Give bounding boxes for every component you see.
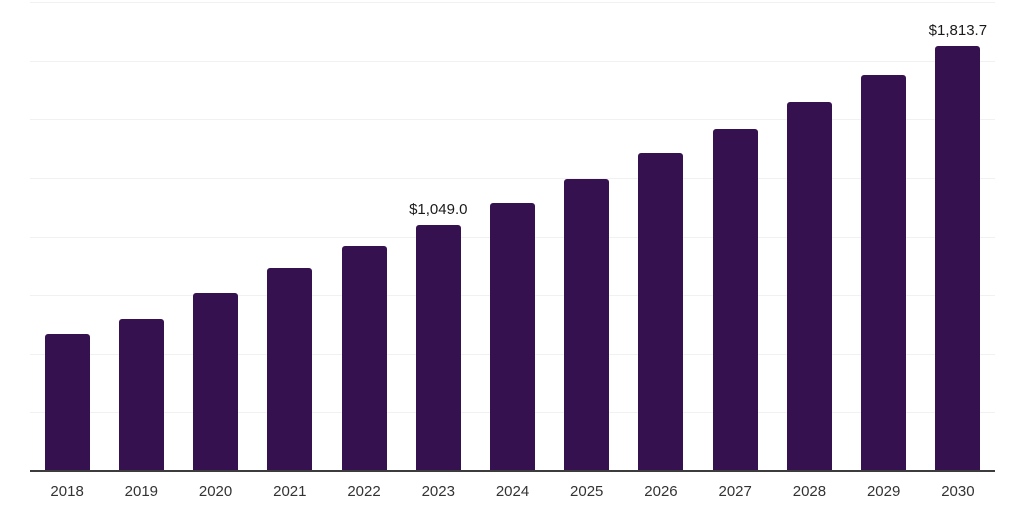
bar-2023 xyxy=(415,225,461,471)
x-tick-2030: 2030 xyxy=(941,483,975,500)
plot-area: $1,049.0 $1,813.7 xyxy=(30,2,995,472)
gridline-2000 xyxy=(30,2,995,3)
bar-2025 xyxy=(564,179,610,471)
bar-2029 xyxy=(861,75,907,471)
gridline-1750 xyxy=(30,60,995,62)
x-tick-2029: 2029 xyxy=(866,483,901,500)
x-tick-2026: 2026 xyxy=(644,483,678,500)
x-tick-2027: 2027 xyxy=(718,483,752,500)
x-tick-2028: 2028 xyxy=(792,483,827,500)
bar-2027 xyxy=(712,128,758,471)
x-tick-2023: 2023 xyxy=(421,483,455,500)
x-tick-2022: 2022 xyxy=(347,483,381,500)
x-axis-line xyxy=(30,470,995,472)
bar-2018 xyxy=(44,333,90,471)
bar-2021 xyxy=(267,268,313,471)
x-tick-2020: 2020 xyxy=(198,483,233,500)
bar-2026 xyxy=(638,153,684,471)
x-tick-2018: 2018 xyxy=(50,483,84,500)
bar-2030 xyxy=(935,45,981,471)
bar-2024 xyxy=(490,202,535,471)
data-label-2023: $1,049.0 xyxy=(409,201,468,219)
x-axis-labels: 2018 2019 2020 2021 2022 2023 2024 2025 2026 2027… xyxy=(0,481,1024,503)
bar-2028 xyxy=(786,102,832,471)
gridline-1250 xyxy=(30,177,995,179)
bar-2019 xyxy=(118,318,164,471)
x-tick-2021: 2021 xyxy=(273,483,307,500)
gridline-1500 xyxy=(30,119,995,121)
bar-2022 xyxy=(341,245,387,471)
x-tick-2019: 2019 xyxy=(124,483,159,500)
x-tick-2024: 2024 xyxy=(495,483,530,500)
bar-2020 xyxy=(193,292,239,471)
x-tick-2025: 2025 xyxy=(570,483,604,500)
data-label-2030: $1,813.7 xyxy=(928,21,988,39)
